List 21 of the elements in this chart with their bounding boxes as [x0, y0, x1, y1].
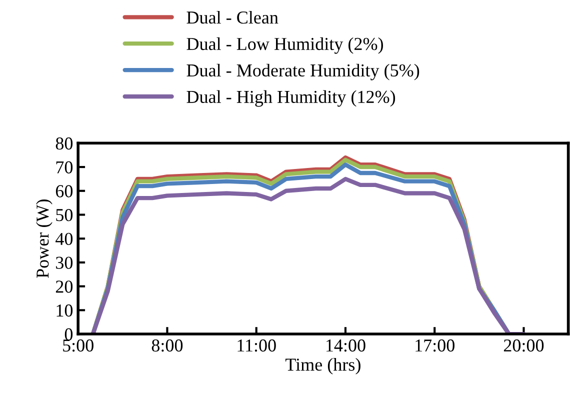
x-tick-label: 14:00	[326, 339, 366, 352]
x-tick-label: 8:00	[152, 339, 183, 352]
x-axis-title: Time (hrs)	[285, 358, 360, 374]
y-tick-label: 0	[64, 328, 73, 340]
y-tick-label: 20	[56, 280, 73, 293]
legend-label: Dual - Moderate Humidity (5%)	[186, 64, 420, 80]
legend-label: Dual - High Humidity (12%)	[186, 90, 396, 107]
x-tick-label: 11:00	[238, 339, 276, 352]
y-tick-label: 60	[56, 185, 73, 198]
y-tick-label: 30	[56, 256, 73, 269]
y-axis-title: Power (W)	[36, 200, 52, 278]
y-tick-label: 40	[56, 232, 73, 246]
y-tick-label: 10	[56, 304, 73, 317]
y-tick-label: 80	[56, 137, 73, 150]
x-tick-label: 5:00	[63, 339, 94, 352]
legend-label: Dual - Low Humidity (2%)	[186, 37, 383, 54]
legend-label: Dual - Clean	[186, 10, 278, 24]
x-tick-label: 17:00	[416, 339, 454, 352]
x-tick-label: 20:00	[504, 339, 544, 352]
y-tick-label: 50	[56, 208, 73, 222]
y-tick-label: 70	[56, 161, 73, 174]
